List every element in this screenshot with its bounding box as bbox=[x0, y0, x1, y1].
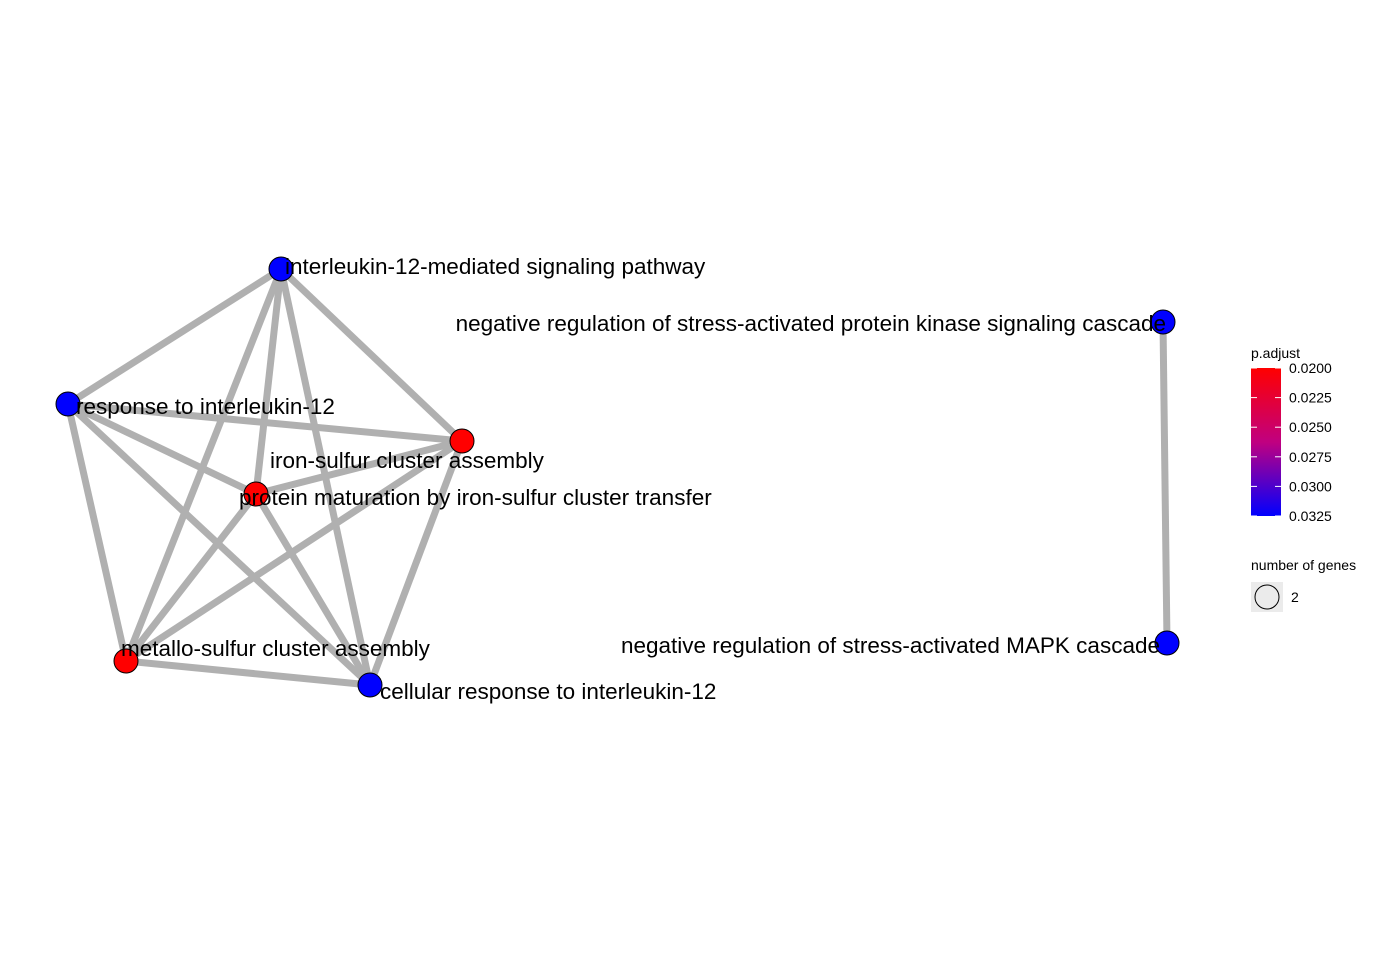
legend-ticks: 0.0200 0.0225 0.0250 0.0275 0.0300 0.0325 bbox=[1251, 360, 1332, 524]
node-label-response_il12: response to interleukin-12 bbox=[76, 394, 335, 419]
edge-protein_maturation-metallo_s_assembly bbox=[123, 491, 259, 664]
node-label-neg_stress_mapk: negative regulation of stress-activated … bbox=[621, 633, 1160, 658]
node-fe_s_assembly bbox=[449, 428, 475, 454]
node-response_il12 bbox=[55, 391, 81, 417]
edge-fe_s_assembly-protein_maturation bbox=[255, 437, 463, 498]
edge-il12_pathway-protein_maturation bbox=[252, 268, 285, 495]
legend-color-title: p.adjust bbox=[1251, 345, 1300, 361]
node-label-neg_stress_kinase: negative regulation of stress-activated … bbox=[456, 311, 1166, 336]
node-label-cell_response_il12: cellular response to interleukin-12 bbox=[380, 679, 716, 704]
nodes-layer bbox=[55, 256, 1180, 698]
edge-metallo_s_assembly-cell_response_il12 bbox=[125, 657, 371, 689]
legend-tick-label: 0.0275 bbox=[1289, 449, 1332, 465]
edge-il12_pathway-fe_s_assembly bbox=[278, 266, 465, 444]
node-il12_pathway bbox=[268, 256, 294, 282]
edge-fe_s_assembly-cell_response_il12 bbox=[366, 439, 466, 687]
node-neg_stress_mapk bbox=[1154, 630, 1180, 656]
edge-il12_pathway-response_il12 bbox=[66, 266, 283, 407]
node-metallo_s_assembly bbox=[113, 648, 139, 674]
legend-tick-label: 0.0200 bbox=[1289, 360, 1332, 376]
edge-response_il12-metallo_s_assembly bbox=[64, 403, 130, 662]
node-label-metallo_s_assembly: metallo-sulfur cluster assembly bbox=[121, 636, 431, 661]
edge-response_il12-protein_maturation bbox=[66, 400, 258, 498]
legend-size-circle bbox=[1254, 584, 1280, 610]
legend-tick-label: 0.0300 bbox=[1289, 478, 1332, 494]
legend-size-title: number of genes bbox=[1251, 557, 1356, 573]
node-label-protein_maturation: protein maturation by iron-sulfur cluste… bbox=[239, 485, 712, 510]
labels-layer: interleukin-12-mediated signaling pathwa… bbox=[76, 254, 1166, 704]
node-protein_maturation bbox=[243, 481, 269, 507]
node-label-fe_s_assembly: iron-sulfur cluster assembly bbox=[270, 448, 545, 473]
edge-neg_stress_kinase-neg_stress_mapk bbox=[1159, 321, 1171, 644]
node-cell_response_il12 bbox=[357, 672, 383, 698]
legend-size-value: 2 bbox=[1291, 589, 1299, 605]
legend-tick-label: 0.0250 bbox=[1289, 419, 1332, 435]
legend: p.adjust 0.02000.02250.02500.02750.03000… bbox=[1251, 345, 1356, 612]
legend-tick-label: 0.0325 bbox=[1289, 508, 1332, 524]
node-neg_stress_kinase bbox=[1150, 309, 1176, 335]
legend-color-bar bbox=[1251, 368, 1281, 516]
legend-tick-label: 0.0225 bbox=[1289, 390, 1332, 406]
edge-protein_maturation-cell_response_il12 bbox=[252, 492, 374, 687]
node-label-il12_pathway: interleukin-12-mediated signaling pathwa… bbox=[285, 254, 706, 279]
edges-layer bbox=[64, 266, 1171, 689]
edge-response_il12-fe_s_assembly bbox=[67, 400, 463, 445]
